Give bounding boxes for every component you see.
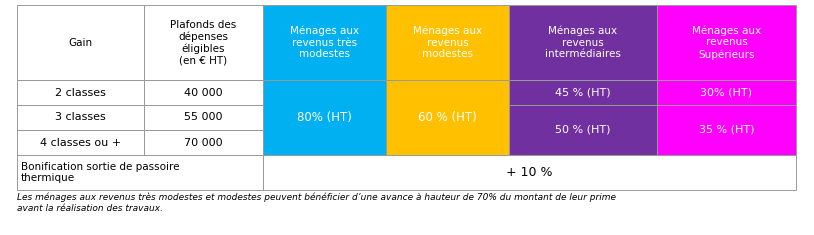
Text: 3 classes: 3 classes (55, 113, 106, 122)
Bar (263, 155, 796, 190)
Text: Ménages aux
revenus
modestes: Ménages aux revenus modestes (413, 26, 482, 59)
Text: 45 % (HT): 45 % (HT) (555, 87, 610, 98)
Bar (17, 80, 144, 105)
Bar (657, 80, 796, 105)
Bar (144, 130, 263, 155)
Text: 40 000: 40 000 (184, 87, 223, 98)
Text: Bonification sortie de passoire
thermique: Bonification sortie de passoire thermiqu… (21, 162, 180, 183)
Text: Plafonds des
dépenses
éligibles
(en € HT): Plafonds des dépenses éligibles (en € HT… (170, 20, 237, 66)
Text: 30% (HT): 30% (HT) (701, 87, 752, 98)
Text: 70 000: 70 000 (184, 137, 223, 148)
Text: Les ménages aux revenus très modestes et modestes peuvent bénéficier d’une avanc: Les ménages aux revenus très modestes et… (17, 193, 616, 213)
Bar (657, 105, 796, 155)
Bar (144, 80, 263, 105)
Bar (657, 5, 796, 80)
Bar (263, 80, 386, 155)
Bar (509, 5, 657, 80)
Text: 4 classes ou +: 4 classes ou + (40, 137, 121, 148)
Text: Gain: Gain (68, 38, 93, 47)
Text: Ménages aux
revenus très
modestes: Ménages aux revenus très modestes (290, 26, 359, 59)
Bar (17, 5, 144, 80)
Bar (17, 155, 263, 190)
Text: 55 000: 55 000 (184, 113, 223, 122)
Text: Ménages aux
revenus
Supérieurs: Ménages aux revenus Supérieurs (692, 25, 761, 60)
Bar (386, 80, 509, 155)
Text: 35 % (HT): 35 % (HT) (698, 125, 755, 135)
Bar (17, 130, 144, 155)
Text: 60 % (HT): 60 % (HT) (418, 111, 477, 124)
Bar (509, 80, 657, 105)
Bar (509, 105, 657, 155)
Bar (386, 5, 509, 80)
Text: 50 % (HT): 50 % (HT) (555, 125, 610, 135)
Bar (263, 5, 386, 80)
Bar (144, 5, 263, 80)
Text: Ménages aux
revenus
intermédiaires: Ménages aux revenus intermédiaires (545, 26, 621, 59)
Bar (144, 105, 263, 130)
Text: 2 classes: 2 classes (55, 87, 106, 98)
Text: + 10 %: + 10 % (506, 166, 553, 179)
Bar (17, 105, 144, 130)
Text: 80% (HT): 80% (HT) (297, 111, 352, 124)
